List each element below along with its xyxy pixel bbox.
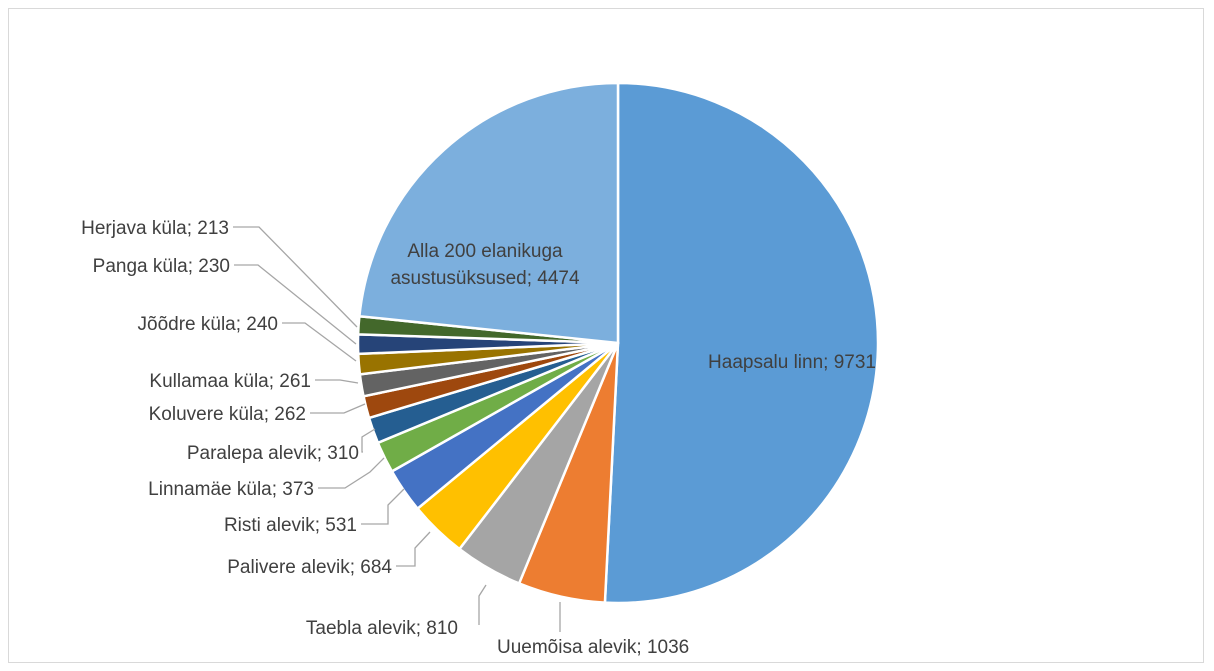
leader-line-paralepa-alevik <box>361 428 376 453</box>
pie-slice-alla-200-elanikuga-asustusuksused <box>358 81 620 345</box>
data-label-joodre-kula: Jõõdre küla; 240 <box>138 314 279 335</box>
leader-line-koluvere-kula <box>310 403 366 414</box>
data-label-koluvere-kula: Koluvere küla; 262 <box>149 404 306 425</box>
leader-line-kullamaa-kula <box>315 379 359 384</box>
pie-slice-haapsalu-linn <box>603 81 880 605</box>
leader-line-herjava-kula <box>233 226 358 328</box>
data-label-kullamaa-kula: Kullamaa küla; 261 <box>149 371 311 392</box>
leader-line-taebla-alevik <box>478 584 487 625</box>
leader-line-panga-kula <box>234 264 357 345</box>
data-label-risti-alevik: Risti alevik; 531 <box>224 515 357 536</box>
data-label-palivere-alevik: Palivere alevik; 684 <box>227 557 392 578</box>
data-label-taebla-alevik: Taebla alevik; 810 <box>306 618 458 639</box>
leader-line-risti-alevik <box>361 488 405 525</box>
data-label-linnamae-kula: Linnamäe küla; 373 <box>148 479 314 500</box>
leader-line-palivere-alevik <box>396 531 431 567</box>
data-label-panga-kula: Panga küla; 230 <box>93 256 230 277</box>
data-label-uuemoisa-alevik: Uuemõisa alevik; 1036 <box>497 637 689 658</box>
leader-line-linnamae-kula <box>318 457 385 489</box>
data-label-herjava-kula: Herjava küla; 213 <box>81 218 229 239</box>
leader-line-joodre-kula <box>282 322 357 362</box>
data-label-haapsalu-linn: Haapsalu linn; 9731 <box>708 352 876 373</box>
data-label-paralepa-alevik: Paralepa alevik; 310 <box>187 443 359 464</box>
data-label-alla-200-elanikuga-asustusuksused: Alla 200 elanikuga asustusüksused; 4474 <box>390 241 580 289</box>
